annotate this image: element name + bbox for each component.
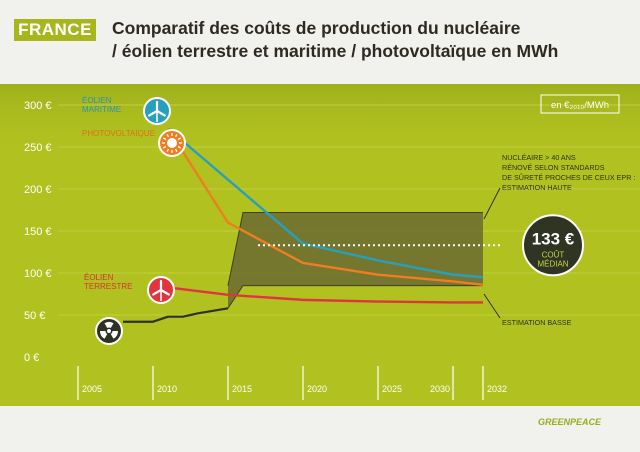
median-circle	[522, 214, 584, 277]
sun-icon-ray	[177, 137, 181, 141]
grid-lines	[58, 104, 640, 316]
y-tick-label: 50 €	[24, 310, 45, 322]
x-tick-label: 2015	[232, 384, 252, 394]
estimate-band-low-edge	[227, 285, 483, 309]
sun-icon-ray	[174, 148, 178, 152]
wind-turbine-icon-blade	[159, 288, 170, 296]
sun-icon-ray	[163, 137, 167, 141]
logo-text: GREENPEACE	[538, 417, 602, 427]
y-tick-label: 0 €	[24, 352, 39, 364]
wind-turbine-icon-blade	[152, 288, 163, 296]
sun-icon-ray	[174, 134, 178, 138]
annotations: ÉOLIENMARITIMEPHOTOVOLTAÏQUEÉOLIENTERRES…	[82, 94, 635, 327]
y-axis: 0 € 50 € 100 € 150 € 200 € 250 € 300 €	[24, 100, 52, 364]
median-label-line-1: COÛT	[542, 250, 565, 259]
nuclear-estimate-band	[227, 212, 483, 309]
label-photovoltaique: PHOTOVOLTAÏQUE	[82, 129, 155, 138]
unit-label: en €₂₀₁₀/MWh	[551, 100, 609, 111]
y-tick-label: 250 €	[24, 142, 52, 154]
label-eolien-terrestre-2: TERRESTRE	[84, 282, 132, 291]
estimate-band-high-edge	[227, 212, 483, 286]
x-tick-label: 2005	[82, 384, 102, 394]
median-label-line-2: MÉDIAN	[537, 259, 568, 268]
sun-icon-core	[167, 138, 177, 148]
low-estimate-label: ESTIMATION BASSE	[502, 318, 572, 327]
unit-box	[540, 94, 620, 114]
y-tick-label: 300 €	[24, 100, 52, 112]
series-lines	[123, 127, 484, 323]
high-estimate-line: DE SÛRETÉ PROCHES DE CEUX EPR :	[502, 173, 635, 182]
radiation-icon-blade	[100, 331, 108, 339]
x-tick-label: 2030	[430, 384, 450, 394]
series-line	[152, 284, 483, 304]
sun-icon	[158, 129, 186, 157]
series-line	[167, 127, 484, 279]
series-line	[166, 127, 484, 286]
low-estimate-leader	[483, 293, 501, 319]
y-tick-label: 100 €	[24, 268, 52, 280]
radiation-icon-blade	[104, 322, 114, 328]
series-icons	[95, 97, 186, 345]
greenpeace-logo: GREENPEACE	[538, 417, 602, 427]
sun-icon-ray	[166, 148, 170, 152]
x-axis: 2005 2010 2015 2020 2025 2030 2032	[77, 366, 507, 400]
x-tick-label: 2025	[382, 384, 402, 394]
x-tick-label: 2032	[487, 384, 507, 394]
wind-turbine-icon-blade	[155, 109, 166, 117]
high-estimate-line: ESTIMATION HAUTE	[502, 183, 572, 192]
wind-turbine-icon	[147, 276, 175, 304]
country-badge: FRANCE	[14, 19, 96, 41]
x-tick-label: 2020	[307, 384, 327, 394]
high-estimate-line: RÉNOVÉ SELON STANDARDS	[502, 163, 605, 172]
label-eolien-maritime-1: ÉOLIEN	[82, 96, 112, 105]
radiation-icon-center	[107, 329, 111, 333]
label-eolien-maritime-2: MARITIME	[82, 105, 121, 114]
high-estimate-leader	[483, 187, 501, 220]
series-line	[123, 307, 229, 323]
radiation-icon-blade	[110, 331, 118, 339]
radiation-icon	[95, 317, 123, 345]
wind-turbine-icon-blade	[148, 109, 159, 117]
sun-icon-ray	[177, 145, 181, 149]
label-eolien-terrestre-1: ÉOLIEN	[84, 273, 114, 282]
sun-icon-ray	[163, 145, 167, 149]
sun-icon-ray	[166, 134, 170, 138]
wind-turbine-icon	[143, 97, 171, 125]
median-value: 133 €	[532, 229, 575, 248]
estimate-band	[228, 212, 483, 309]
chart-title-line-2: / éolien terrestre et maritime / photovo…	[112, 41, 559, 61]
y-tick-label: 150 €	[24, 226, 52, 238]
chart-title-line-1: Comparatif des coûts de production du nu…	[112, 18, 521, 38]
x-tick-label: 2010	[157, 384, 177, 394]
x-axis-bar	[0, 366, 640, 406]
y-tick-label: 200 €	[24, 184, 52, 196]
high-estimate-line: NUCLÉAIRE > 40 ANS	[502, 153, 576, 162]
